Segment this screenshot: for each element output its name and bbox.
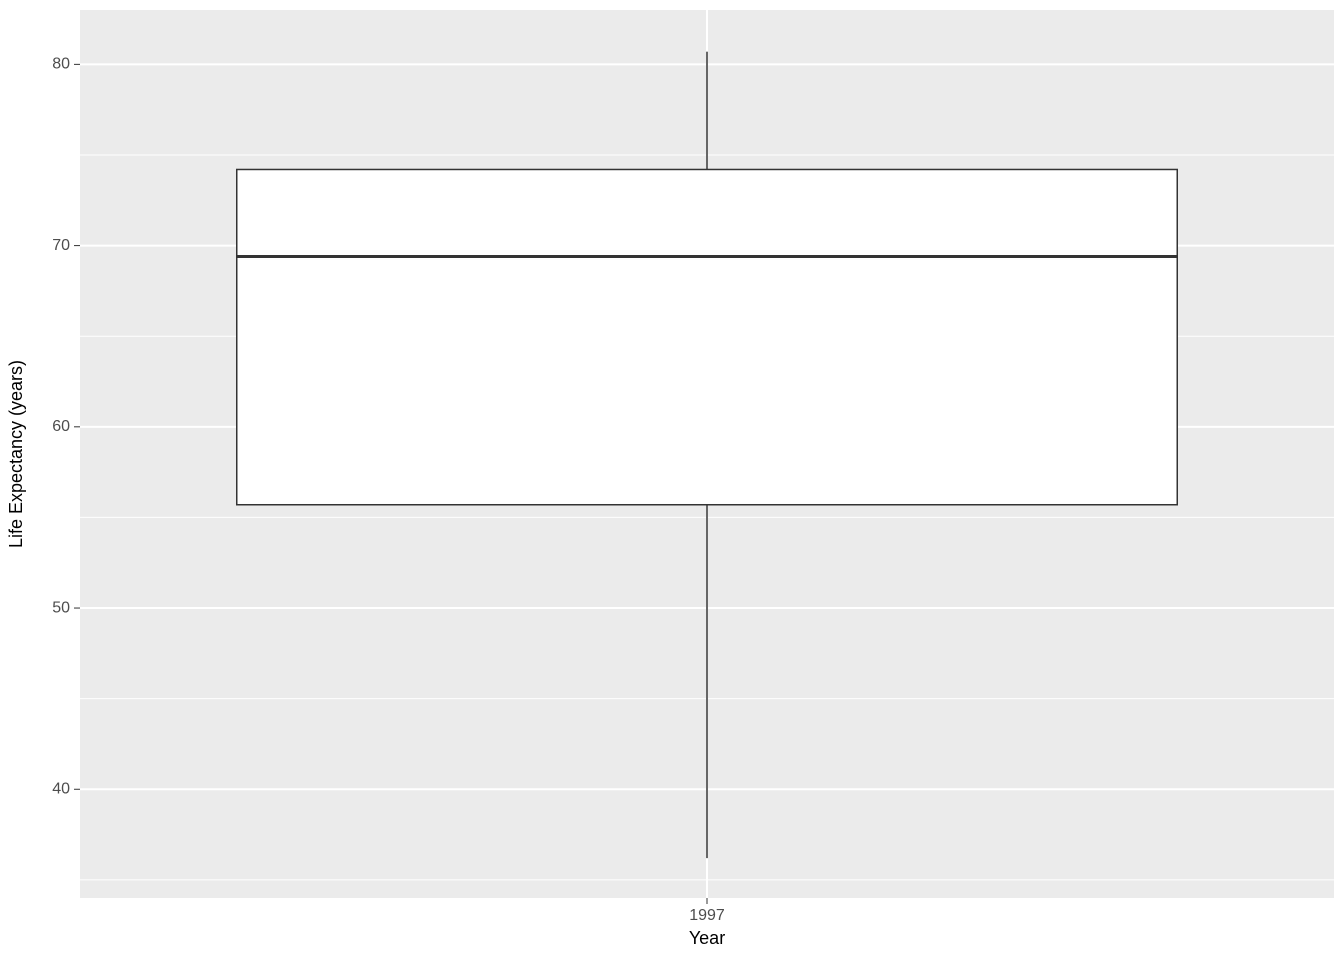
x-axis-title: Year — [689, 928, 725, 948]
y-axis-title: Life Expectancy (years) — [6, 360, 26, 548]
chart-svg: 40 50 60 70 80 1997 Year Life Expectancy (years… — [0, 0, 1344, 960]
boxplot-chart: 40 50 60 70 80 1997 Year Life Expectancy (years… — [0, 0, 1344, 960]
y-tick-label: 70 — [52, 237, 70, 254]
y-tick-label: 40 — [52, 780, 70, 797]
y-tick-label: 50 — [52, 599, 70, 616]
y-tick-label: 60 — [52, 418, 70, 435]
box — [237, 169, 1178, 504]
x-tick-label: 1997 — [689, 907, 725, 924]
y-tick-label: 80 — [52, 56, 70, 73]
